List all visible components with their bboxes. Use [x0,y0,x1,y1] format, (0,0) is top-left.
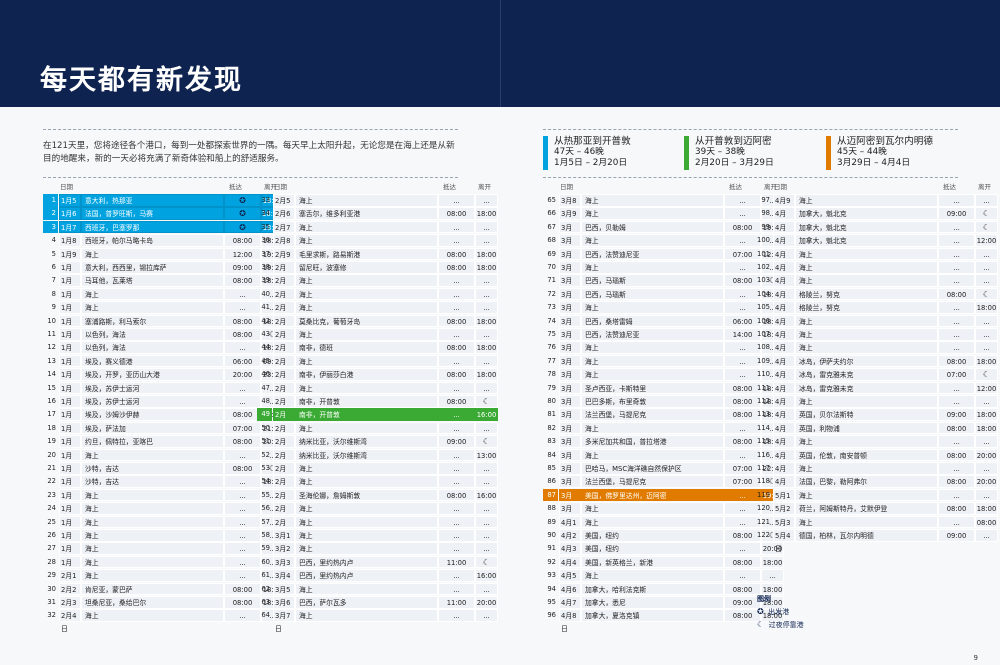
leg-2: 从开普敦到迈阿密 39天 – 38晚 2月20日 – 3月29日 [684,136,774,170]
moon-icon: ☾ [269,463,276,476]
moon-icon: ☾ [982,289,991,299]
moon-icon: ☾ [769,476,776,489]
moon-icon: ☾ [982,222,991,232]
moon-icon: ☾ [982,209,991,219]
header-banner: 每天都有新发现 [0,0,1000,107]
depart-star-icon: ✪ [239,222,246,232]
moon-icon: ☾ [769,530,776,543]
page-title: 每天都有新发现 [40,65,243,96]
moon-icon: ☾ [482,397,491,406]
moon-icon: ☾ [769,275,776,288]
moon-icon: ☾ [482,437,491,447]
depart-star-icon: ✪ [757,607,764,616]
moon-icon: ☾ [982,370,991,380]
depart-star-icon: ✪ [239,209,246,219]
moon-icon: ☾ [482,557,491,567]
intro-text: 在121天里，您将途径各个港口，每到一处都探索世界的一隅。每天早上太阳升起，无论… [43,141,455,164]
moon-icon: ☾ [269,329,276,342]
page-number: 9 [973,654,978,662]
leg-3: 从迈阿密到瓦尔内明德 45天 – 44晚 3月29日 – 4月4日 [826,136,933,170]
overnight-moon-icon: ☾ [757,620,765,629]
depart-star-icon: ✪ [239,196,246,205]
legend: 图例 ✪ 出发港 ☾ 过夜停靠港 [757,595,804,629]
leg-1: 从热那亚到开普敦 47天 – 46晚 1月5日 – 2月20日 [543,136,631,170]
